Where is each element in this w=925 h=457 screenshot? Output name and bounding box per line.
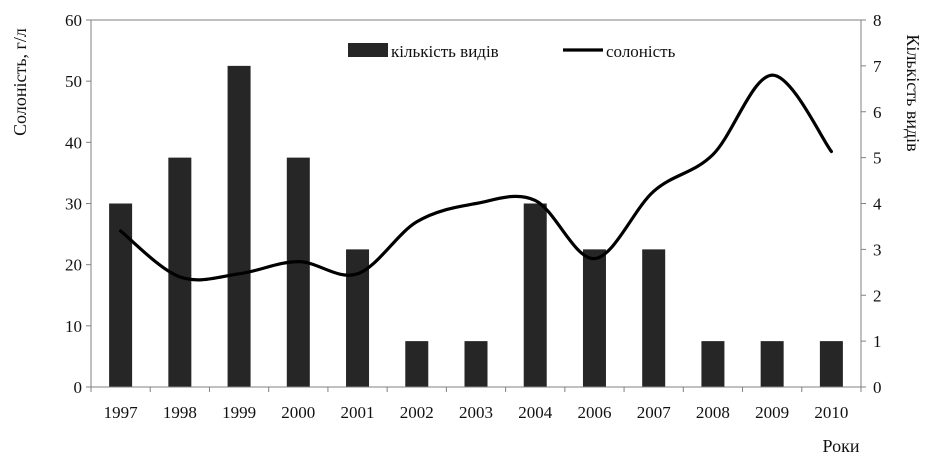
x-tick-label-1999: 1999 [222, 403, 256, 422]
x-tick-label-1997: 1997 [104, 403, 139, 422]
y-tick-label-0: 0 [74, 378, 83, 397]
bar-1997 [109, 203, 133, 387]
y2-tick-label-2: 2 [873, 286, 882, 305]
bar-2003 [464, 341, 488, 387]
legend-label-bars: кількість видів [391, 42, 499, 61]
y2-tick-label-3: 3 [873, 240, 882, 259]
x-tick-label-2003: 2003 [459, 403, 493, 422]
bar-2010 [819, 341, 843, 387]
y-tick-label-60: 60 [65, 11, 82, 30]
x-tick-label-2008: 2008 [696, 403, 730, 422]
bar-2009 [760, 341, 784, 387]
y-tick-label-30: 30 [65, 195, 82, 214]
x-tick-label-2009: 2009 [755, 403, 789, 422]
x-tick-label-2010: 2010 [814, 403, 848, 422]
y-axis-title: Солоність, г/л [10, 28, 30, 136]
x-tick-label-2006: 2006 [577, 403, 611, 422]
bar-2001 [346, 249, 370, 387]
x-tick-label-1998: 1998 [163, 403, 197, 422]
y2-axis-title: Кількість видів [903, 34, 923, 151]
y2-tick-label-5: 5 [873, 149, 882, 168]
line-salinity [119, 73, 833, 282]
bar-2007 [642, 249, 666, 387]
bar-1999 [227, 65, 251, 387]
y2-tick-label-1: 1 [873, 332, 882, 351]
bar-1998 [168, 157, 192, 387]
x-tick-label-2004: 2004 [518, 403, 553, 422]
bar-2004 [523, 203, 547, 387]
y2-tick-label-6: 6 [873, 103, 882, 122]
legend-swatch-bars [348, 43, 388, 57]
x-tick-label-2002: 2002 [400, 403, 434, 422]
y2-tick-label-0: 0 [873, 378, 882, 397]
x-tick-label-2001: 2001 [341, 403, 375, 422]
y2-tick-label-4: 4 [873, 195, 882, 214]
legend: кількість видів солоність [348, 42, 676, 61]
bar-2000 [286, 157, 310, 387]
y-tick-label-20: 20 [65, 256, 82, 275]
y2-tick-label-8: 8 [873, 11, 882, 30]
y-tick-label-40: 40 [65, 133, 82, 152]
line-series-group [119, 73, 833, 282]
bar-2008 [701, 341, 725, 387]
bar-2006 [582, 249, 606, 387]
x-tick-label-2007: 2007 [637, 403, 672, 422]
bar-2002 [405, 341, 429, 387]
y-tick-label-10: 10 [65, 317, 82, 336]
legend-label-line: солоність [606, 42, 676, 61]
y-tick-label-50: 50 [65, 72, 82, 91]
bars-group [109, 65, 843, 387]
y2-tick-label-7: 7 [873, 57, 882, 76]
axes-group: 0 10 20 30 40 50 60 0 1 2 3 4 5 6 7 8 1997 1998 1999 2000 20… [65, 11, 882, 422]
x-tick-label-2000: 2000 [281, 403, 315, 422]
x-axis-title: Роки [823, 436, 860, 456]
